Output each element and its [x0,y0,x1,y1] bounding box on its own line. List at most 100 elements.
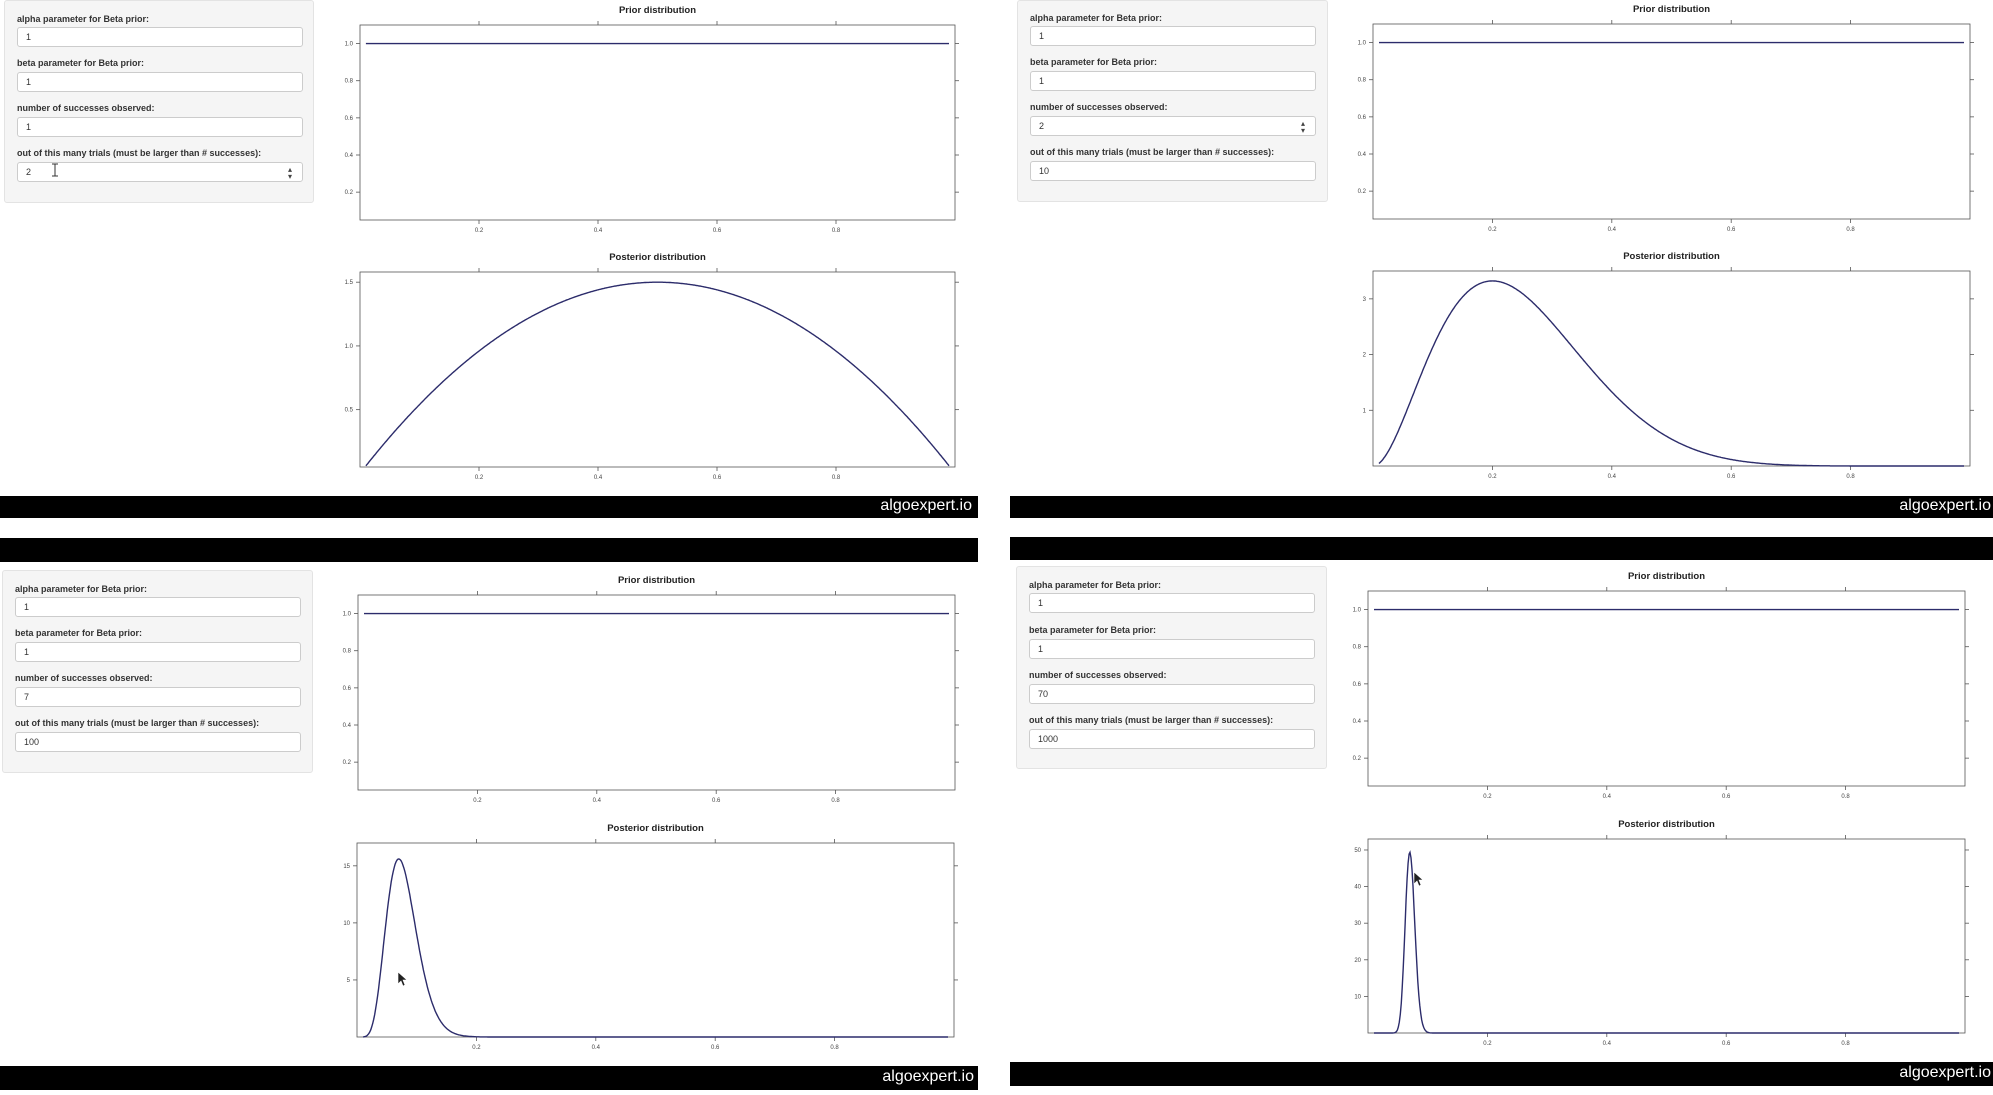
x-tick-label: 0.6 [713,228,722,234]
plot-title: Prior distribution [1628,571,1705,582]
plot-title: Posterior distribution [1618,819,1715,830]
trials-label: out of this many trials (must be larger … [1029,715,1274,725]
trials-label: out of this many trials (must be larger … [17,148,262,158]
y-tick-label: 0.4 [343,723,352,729]
algoexpert-watermark: algoexpert.io [882,1068,974,1085]
alpha-input[interactable] [15,597,301,617]
y-tick-label: 0.2 [343,760,352,766]
x-tick-label: 0.6 [1722,794,1731,800]
x-tick-label: 0.4 [1608,474,1617,480]
posterior-density-line [1374,850,1959,1034]
x-tick-label: 0.2 [473,798,482,804]
successes-input[interactable] [15,687,301,707]
y-tick-label: 3 [1363,297,1367,303]
plot-title: Prior distribution [1633,4,1710,15]
y-tick-label: 0.8 [1353,645,1362,651]
plot-frame [359,271,956,468]
black-footer-bar: algoexpert.io [1010,496,1993,518]
plot-frame [356,842,955,1038]
y-tick-label: 1.0 [345,42,354,48]
y-tick-label: 0.6 [345,116,354,122]
black-footer-bar: algoexpert.io [0,1066,978,1090]
plot-frame [1367,838,1966,1034]
y-tick-label: 0.2 [345,190,354,196]
x-tick-label: 0.4 [1603,794,1612,800]
x-tick-label: 0.4 [1603,1041,1612,1047]
x-tick-label: 0.8 [1841,1041,1850,1047]
beta-label: beta parameter for Beta prior: [15,628,143,638]
y-tick-label: 0.6 [343,686,352,692]
x-tick-label: 0.6 [712,798,721,804]
algoexpert-watermark: algoexpert.io [1899,497,1991,514]
x-tick-label: 0.8 [1846,227,1855,233]
x-tick-label: 0.6 [1727,474,1736,480]
y-tick-label: 5 [347,978,351,984]
x-tick-label: 0.8 [1846,474,1855,480]
panel-bottom-right: alpha parameter for Beta prior: beta par… [1010,564,1993,1095]
beta-input[interactable] [17,72,303,92]
trials-input[interactable] [17,162,303,182]
posterior-plot: Posterior distribution 0.2 0.4 0.6 0.8 1 2 3 [1363,251,1974,480]
beta-label: beta parameter for Beta prior: [1029,625,1157,635]
x-tick-label: 0.6 [1727,227,1736,233]
trials-input[interactable] [1029,729,1315,749]
alpha-label: alpha parameter for Beta prior: [17,14,150,24]
input-sidebar: alpha parameter for Beta prior: beta par… [4,0,314,203]
posterior-density-line [365,281,950,467]
posterior-plot: Posterior distribution 0.2 0.4 0.6 0.8 5 10 15 [343,823,958,1051]
alpha-label: alpha parameter for Beta prior: [1029,580,1162,590]
trials-input[interactable] [15,732,301,752]
beta-label: beta parameter for Beta prior: [1030,57,1158,67]
y-tick-label: 2 [1363,353,1367,359]
successes-input[interactable] [1030,116,1316,136]
black-footer-bar: algoexpert.io [0,496,978,518]
y-tick-label: 0.8 [345,79,354,85]
x-tick-label: 0.4 [1608,227,1617,233]
posterior-plot: Posterior distribution 0.2 0.4 0.6 0.8 10 20 30… [1354,819,1969,1047]
x-tick-label: 0.2 [475,228,484,234]
x-tick-label: 0.8 [830,1045,839,1051]
y-tick-label: 0.6 [1353,682,1362,688]
prior-plot: Prior distribution 0.2 0.4 0.6 0.8 0.2 0.4 0.6 0… [1353,571,1969,800]
x-tick-label: 0.6 [711,1045,720,1051]
x-tick-label: 0.2 [472,1045,481,1051]
y-tick-label: 1.0 [1353,608,1362,614]
input-sidebar: alpha parameter for Beta prior: beta par… [1017,0,1328,202]
y-tick-label: 15 [343,864,350,870]
x-tick-label: 0.4 [594,475,603,481]
algoexpert-watermark: algoexpert.io [880,497,972,514]
panel-bottom-left: alpha parameter for Beta prior: beta par… [0,568,978,1095]
algoexpert-watermark: algoexpert.io [1899,1064,1991,1081]
spinner-arrows-icon[interactable]: ▴ ▾ [287,165,292,181]
black-header-bar [1010,537,1993,560]
y-tick-label: 1.0 [343,612,352,618]
y-tick-label: 20 [1354,958,1361,964]
plot-frame [1372,23,1971,220]
alpha-label: alpha parameter for Beta prior: [1030,13,1163,23]
x-tick-label: 0.6 [713,475,722,481]
successes-input[interactable] [17,117,303,137]
y-tick-label: 1 [1363,408,1367,414]
x-tick-label: 0.8 [832,228,841,234]
x-tick-label: 0.2 [475,475,484,481]
successes-input[interactable] [1029,684,1315,704]
beta-input[interactable] [1029,639,1315,659]
y-tick-label: 40 [1354,885,1361,891]
posterior-density-line [362,858,948,1038]
beta-input[interactable] [15,642,301,662]
alpha-input[interactable] [1030,26,1316,46]
x-tick-label: 0.4 [594,228,603,234]
x-tick-label: 0.8 [832,475,841,481]
successes-label: number of successes observed: [15,673,153,683]
panel-top-left: alpha parameter for Beta prior: beta par… [0,0,978,520]
black-header-bar [0,538,978,562]
beta-input[interactable] [1030,71,1316,91]
trials-input[interactable] [1030,161,1316,181]
spinner-arrows-icon[interactable]: ▴ ▾ [1300,119,1305,135]
y-tick-label: 0.4 [1358,152,1367,158]
y-tick-label: 0.6 [1358,115,1367,121]
alpha-input[interactable] [1029,593,1315,613]
y-tick-label: 0.5 [345,408,354,414]
alpha-input[interactable] [17,27,303,47]
panel-top-right: alpha parameter for Beta prior: beta par… [1010,0,1993,560]
